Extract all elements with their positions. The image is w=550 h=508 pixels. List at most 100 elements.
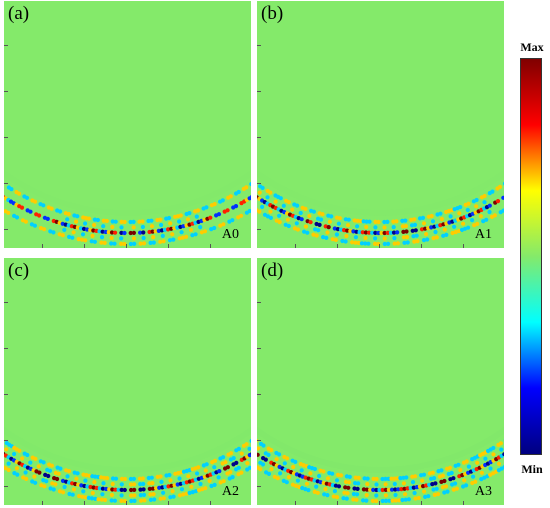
wave-dot <box>113 476 119 481</box>
wave-dot <box>266 471 272 476</box>
wave-dot <box>185 217 191 222</box>
wave-dot <box>49 206 54 211</box>
wave-dot <box>374 493 379 498</box>
wave-dot <box>105 476 110 481</box>
wave-dot <box>91 228 96 233</box>
wave-dot <box>449 470 454 476</box>
wave-dot <box>382 236 387 241</box>
wave-dot <box>266 452 271 457</box>
wave-dot <box>327 219 332 224</box>
wave-dot <box>430 219 436 224</box>
wave-dot <box>141 235 146 241</box>
wave-dot <box>333 237 338 242</box>
wave-dot <box>184 491 189 496</box>
wave-dot <box>188 227 194 232</box>
wave-dot <box>86 216 92 221</box>
wave-dot <box>373 219 378 224</box>
wave-dot <box>385 230 390 235</box>
wave-dot <box>247 453 251 458</box>
wave-dot <box>236 189 241 195</box>
wave-dot <box>99 497 104 502</box>
wave-dot <box>338 227 344 232</box>
wave-dot <box>60 233 65 238</box>
wave-dot <box>51 487 56 492</box>
wave-dot <box>51 230 56 235</box>
wave-dot <box>351 497 356 502</box>
x-tick <box>210 501 211 505</box>
wave-dot <box>17 448 22 453</box>
wave-dot <box>153 229 158 234</box>
wave-dot <box>62 484 67 490</box>
wave-dot <box>390 498 395 503</box>
wave-dot <box>443 484 449 489</box>
wave-dot <box>179 230 184 235</box>
wave-dot <box>311 209 316 214</box>
wave-dot <box>347 474 352 479</box>
wave-dot <box>346 217 351 222</box>
wave-dot <box>464 483 469 488</box>
wave-dot <box>88 484 93 490</box>
wave-dot <box>268 215 273 220</box>
wave-dot <box>322 492 327 497</box>
wave-dot <box>434 486 439 491</box>
wave-dot <box>159 222 164 228</box>
wave-dot <box>295 478 300 483</box>
wave-dot <box>177 219 182 224</box>
wave-dot <box>434 235 439 240</box>
wave-dot <box>386 241 391 246</box>
wave-dot <box>158 217 163 222</box>
wave-dot <box>100 229 105 234</box>
wave-dot <box>278 471 283 476</box>
wave-dot <box>275 476 280 481</box>
x-tick <box>168 501 169 505</box>
wave-dot <box>394 219 399 224</box>
wave-dot <box>119 241 124 246</box>
wave-dot <box>359 241 364 246</box>
wave-dot <box>92 239 97 244</box>
wave-dot <box>187 211 192 216</box>
panel-label-a: (a) <box>8 3 30 24</box>
wave-dot <box>383 482 388 487</box>
wave-dot <box>299 468 304 473</box>
wave-dot <box>32 474 37 479</box>
wave-dot <box>19 205 25 210</box>
wave-dot <box>295 203 300 208</box>
wave-dot <box>317 222 322 227</box>
wave-dot <box>77 494 82 499</box>
wave-dot <box>454 486 459 491</box>
wave-dot <box>374 487 379 493</box>
colorbar-max-label: Max <box>520 40 544 54</box>
mode-label-b: A1 <box>474 227 492 242</box>
y-tick <box>4 137 8 138</box>
wave-dot <box>403 224 408 229</box>
wave-dot <box>399 487 404 492</box>
wave-dot <box>450 230 455 236</box>
wave-dot <box>364 487 370 492</box>
wave-dot <box>382 230 387 236</box>
wave-dot <box>373 225 378 230</box>
wave-dot <box>119 219 124 224</box>
x-tick <box>379 244 380 248</box>
wave-dot <box>382 219 387 225</box>
wave-dot <box>9 187 14 192</box>
wave-dot <box>323 486 328 492</box>
wave-dot <box>129 487 134 493</box>
wave-dot <box>474 204 479 209</box>
wave-dot <box>158 496 163 501</box>
wave-dot <box>65 474 70 479</box>
wave-dot <box>14 215 20 220</box>
wave-dot <box>414 233 419 238</box>
wave-dot <box>74 476 79 481</box>
wave-dot <box>332 489 337 494</box>
wave-dot <box>140 224 145 230</box>
wave-dot <box>109 492 114 498</box>
wave-dot <box>204 205 209 210</box>
wave-dot <box>88 227 93 233</box>
wave-dot <box>109 235 114 241</box>
wave-dot <box>193 489 198 494</box>
wave-dot <box>230 218 235 223</box>
wave-dot <box>370 230 375 235</box>
wave-dot <box>85 484 90 489</box>
x-tick <box>168 244 169 248</box>
wave-dot <box>338 473 344 478</box>
